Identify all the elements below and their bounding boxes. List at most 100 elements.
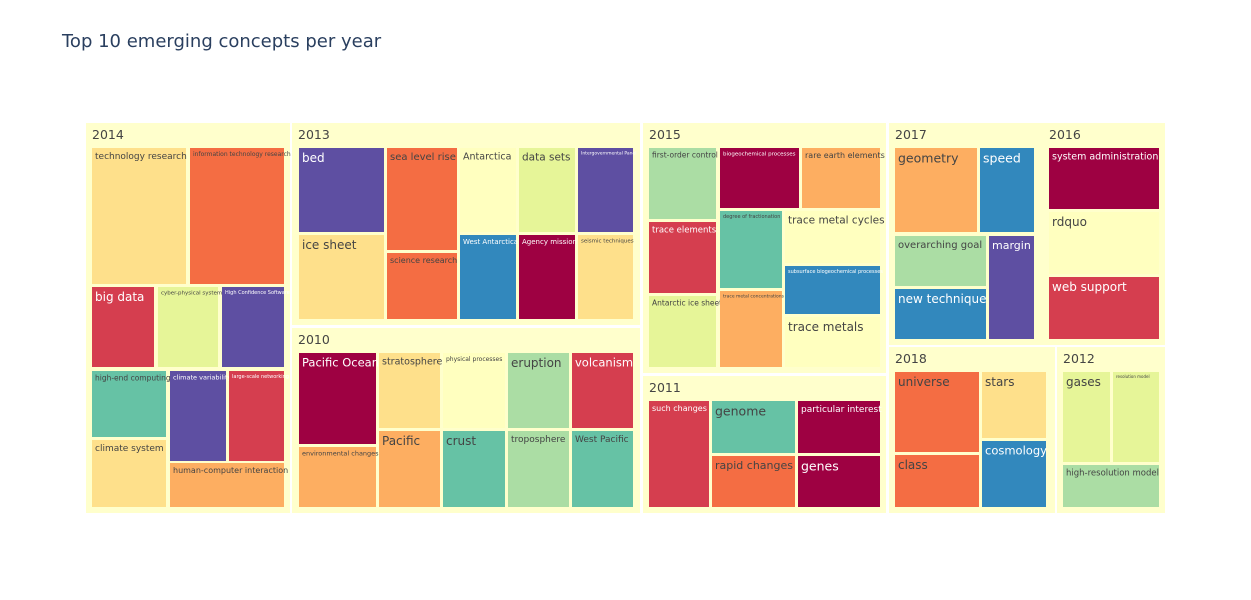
tile-label-crust: crust xyxy=(446,434,476,448)
group-label-2015: 2015 xyxy=(649,127,681,142)
treemap-group-2012: 2012 gases resolution model high-resolution… xyxy=(1057,347,1165,513)
tile-label-new-technique: new technique xyxy=(898,292,986,306)
treemap-tile-technology-research[interactable] xyxy=(92,148,186,284)
treemap-tile-physical-processes[interactable] xyxy=(443,353,505,428)
tile-label-stars: stars xyxy=(985,375,1015,389)
treemap-tile-trace-metals[interactable] xyxy=(785,317,880,367)
treemap-tile-large-scale-networking[interactable] xyxy=(229,371,284,461)
treemap-tile-such-changes[interactable] xyxy=(649,401,709,507)
treemap-tile-new-technique[interactable] xyxy=(895,289,986,339)
tile-label-resolution-model: resolution model xyxy=(1116,374,1150,379)
tile-label-information-technology-research: information technology research xyxy=(193,151,291,158)
tile-label-trace-elements: trace elements xyxy=(652,226,717,236)
treemap-tile-universe[interactable] xyxy=(895,372,979,452)
tile-label-web-support: web support xyxy=(1052,280,1127,294)
treemap-tile-agency-mission[interactable] xyxy=(519,235,575,319)
treemap-tile-first-order-control[interactable] xyxy=(649,148,716,219)
treemap-tile-margin[interactable] xyxy=(989,236,1034,339)
treemap-tile-high-confidence-software[interactable] xyxy=(222,287,284,367)
treemap-tile-environmental-changes[interactable] xyxy=(299,447,376,507)
chart-title: Top 10 emerging concepts per year xyxy=(62,31,382,52)
tile-label-geometry: geometry xyxy=(898,151,959,166)
group-label-2018: 2018 xyxy=(895,351,927,366)
treemap-tile-particular-interest[interactable] xyxy=(798,401,880,453)
treemap-group-2011: 2011 such changes genome particular interes… xyxy=(643,376,886,513)
tile-label-trace-metal-concentrations: trace metal concentrations xyxy=(723,294,785,300)
tile-label-pacific-ocean: Pacific Ocean xyxy=(302,356,379,370)
treemap-tile-seismic-techniques[interactable] xyxy=(578,235,633,319)
treemap-tile-crust[interactable] xyxy=(443,431,505,507)
tile-label-trace-metals: trace metals xyxy=(788,320,864,334)
tile-label-troposphere: troposphere xyxy=(511,435,566,445)
treemap-tile-antarctica[interactable] xyxy=(460,148,516,232)
treemap-tile-climate-system[interactable] xyxy=(92,440,166,507)
treemap-tile-troposphere[interactable] xyxy=(508,431,569,507)
treemap-tile-cosmology[interactable] xyxy=(982,441,1046,507)
treemap-tile-bed[interactable] xyxy=(299,148,384,232)
treemap-tile-rare-earth-elements[interactable] xyxy=(802,148,880,208)
treemap-tile-genes[interactable] xyxy=(798,456,880,507)
tile-label-technology-research: technology research xyxy=(95,152,187,162)
treemap-tile-biogeochemical-processes[interactable] xyxy=(720,148,799,208)
tile-label-science-research: science research xyxy=(390,256,457,265)
treemap-tile-subsurface-biogeochemical-processes[interactable] xyxy=(785,266,880,314)
tile-label-biogeochemical-processes: biogeochemical processes xyxy=(723,152,796,158)
treemap-tile-human-computer-interaction[interactable] xyxy=(170,463,284,507)
treemap-tile-class[interactable] xyxy=(895,455,979,507)
tile-label-first-order-control: first-order control xyxy=(652,151,718,160)
treemap-tile-intergovernmental-panel[interactable] xyxy=(578,148,633,232)
tile-label-gases: gases xyxy=(1066,375,1101,389)
treemap-tile-eruption[interactable] xyxy=(508,353,569,428)
tile-label-antarctica: Antarctica xyxy=(463,152,511,163)
treemap-tile-overarching-goal[interactable] xyxy=(895,236,986,286)
treemap-tile-data-sets[interactable] xyxy=(519,148,575,232)
treemap-tile-sea-level-rise[interactable] xyxy=(387,148,457,250)
tile-label-high-end-computing: high-end computing xyxy=(95,374,171,383)
treemap-tile-pacific-ocean[interactable] xyxy=(299,353,376,444)
treemap-tile-speed[interactable] xyxy=(980,148,1034,232)
treemap-tile-trace-metal-cycles[interactable] xyxy=(785,211,880,263)
treemap-tile-degree-of-fractionation[interactable] xyxy=(720,211,782,288)
tile-label-high-confidence-software: High Confidence Software xyxy=(225,290,290,296)
treemap-tile-ice-sheet[interactable] xyxy=(299,235,384,319)
tile-label-overarching-goal: overarching goal xyxy=(898,240,982,251)
treemap-tile-volcanism[interactable] xyxy=(572,353,633,428)
treemap-tile-antarctic-ice-sheet[interactable] xyxy=(649,296,716,367)
treemap-tile-gases[interactable] xyxy=(1063,372,1110,462)
treemap-tile-system-administration[interactable] xyxy=(1049,148,1159,209)
tile-label-universe: universe xyxy=(898,375,950,389)
tile-label-physical-processes: physical processes xyxy=(446,356,502,363)
treemap-tile-west-antarctica[interactable] xyxy=(460,235,516,319)
treemap-tile-climate-variability[interactable] xyxy=(170,371,226,461)
tile-label-genes: genes xyxy=(801,459,839,474)
tile-label-seismic-techniques: seismic techniques xyxy=(581,239,634,245)
treemap-tile-pacific[interactable] xyxy=(379,431,440,507)
treemap-tile-science-research[interactable] xyxy=(387,253,457,319)
treemap-tile-big-data[interactable] xyxy=(92,287,154,367)
treemap-tile-rapid-changes[interactable] xyxy=(712,456,795,507)
tile-label-west-antarctica: West Antarctica xyxy=(463,238,518,246)
tile-label-system-administration: system administration xyxy=(1052,152,1158,163)
tile-label-particular-interest: particular interest xyxy=(801,405,882,415)
treemap-tile-cyber-physical-systems[interactable] xyxy=(158,287,218,367)
treemap-tile-high-resolution-model[interactable] xyxy=(1063,465,1159,507)
tile-label-climate-system: climate system xyxy=(95,444,164,454)
tile-label-cyber-physical-systems: cyber-physical systems xyxy=(161,291,225,297)
tile-label-volcanism: volcanism xyxy=(575,356,633,370)
treemap-tile-geometry[interactable] xyxy=(895,148,977,232)
treemap-tile-trace-metal-concentrations[interactable] xyxy=(720,291,782,367)
treemap-tile-resolution-model[interactable] xyxy=(1113,372,1159,462)
tile-label-rare-earth-elements: rare earth elements xyxy=(805,151,885,160)
treemap-tile-west-pacific[interactable] xyxy=(572,431,633,507)
treemap-tile-web-support[interactable] xyxy=(1049,277,1159,339)
treemap-tile-genome[interactable] xyxy=(712,401,795,453)
treemap-tile-stars[interactable] xyxy=(982,372,1046,438)
tile-label-agency-mission: Agency mission xyxy=(522,238,577,246)
treemap-tile-high-end-computing[interactable] xyxy=(92,371,166,437)
treemap-tile-trace-elements[interactable] xyxy=(649,222,716,293)
treemap-tile-information-technology-research[interactable] xyxy=(190,148,284,284)
treemap-tile-stratosphere[interactable] xyxy=(379,353,440,428)
tile-label-large-scale-networking: large-scale networking xyxy=(232,374,289,380)
treemap-tile-rdquo[interactable] xyxy=(1049,212,1159,274)
